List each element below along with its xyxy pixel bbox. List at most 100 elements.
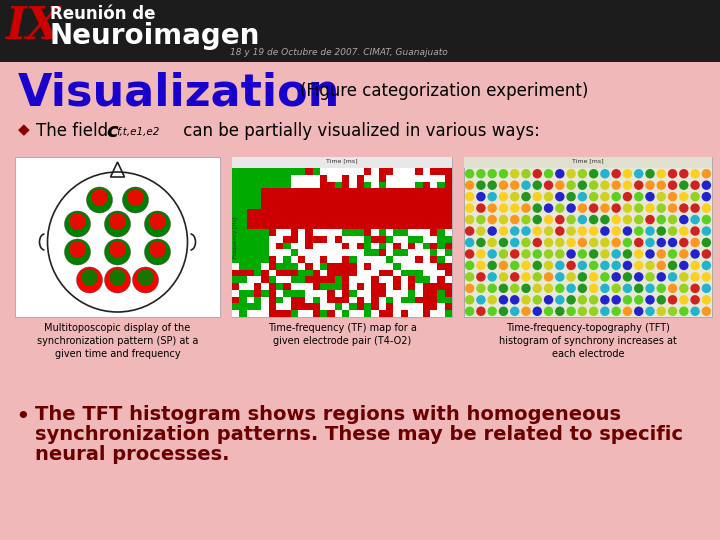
Bar xyxy=(284,168,291,175)
Bar xyxy=(379,296,386,303)
Circle shape xyxy=(668,307,678,316)
Bar xyxy=(247,310,254,317)
Bar xyxy=(269,222,276,229)
Bar xyxy=(356,269,364,276)
Bar xyxy=(408,256,415,263)
Bar xyxy=(247,222,254,229)
Bar xyxy=(247,188,254,195)
Circle shape xyxy=(487,272,497,282)
Circle shape xyxy=(600,192,610,201)
Bar xyxy=(254,283,261,290)
Bar xyxy=(415,263,423,269)
Circle shape xyxy=(476,249,486,259)
Bar xyxy=(305,229,312,236)
Bar xyxy=(342,296,349,303)
Circle shape xyxy=(611,180,621,190)
Bar xyxy=(298,276,305,283)
Bar xyxy=(335,310,342,317)
Circle shape xyxy=(544,284,553,293)
Bar xyxy=(393,215,400,222)
Bar xyxy=(284,175,291,181)
Circle shape xyxy=(577,238,587,247)
Circle shape xyxy=(132,267,158,293)
Circle shape xyxy=(521,169,531,178)
Circle shape xyxy=(668,215,678,224)
Bar xyxy=(379,229,386,236)
Bar xyxy=(254,249,261,256)
Circle shape xyxy=(476,295,486,305)
Bar xyxy=(356,222,364,229)
Bar xyxy=(423,269,430,276)
Bar xyxy=(269,195,276,202)
Bar xyxy=(349,208,356,215)
Circle shape xyxy=(127,189,144,206)
Bar xyxy=(408,276,415,283)
Bar xyxy=(305,181,312,188)
Bar xyxy=(415,229,423,236)
Circle shape xyxy=(149,213,166,230)
Bar xyxy=(408,303,415,310)
Bar xyxy=(415,303,423,310)
Circle shape xyxy=(555,249,564,259)
Bar xyxy=(393,175,400,181)
Bar xyxy=(356,208,364,215)
Bar xyxy=(232,215,239,222)
Circle shape xyxy=(690,169,700,178)
Bar xyxy=(423,249,430,256)
Bar xyxy=(291,175,298,181)
Circle shape xyxy=(510,307,519,316)
Text: c: c xyxy=(106,122,117,141)
Bar xyxy=(232,256,239,263)
Bar xyxy=(284,215,291,222)
Bar xyxy=(247,215,254,222)
Circle shape xyxy=(623,284,632,293)
Bar xyxy=(415,290,423,296)
Circle shape xyxy=(679,180,688,190)
Bar xyxy=(408,188,415,195)
Bar xyxy=(408,175,415,181)
Bar xyxy=(291,263,298,269)
Circle shape xyxy=(577,180,587,190)
Circle shape xyxy=(701,192,711,201)
Bar xyxy=(320,310,328,317)
Circle shape xyxy=(645,249,654,259)
Bar xyxy=(312,195,320,202)
Circle shape xyxy=(499,180,508,190)
Circle shape xyxy=(521,272,531,282)
Bar xyxy=(298,242,305,249)
Bar xyxy=(305,249,312,256)
Bar xyxy=(372,303,379,310)
Bar xyxy=(372,290,379,296)
Circle shape xyxy=(623,169,632,178)
Circle shape xyxy=(567,307,576,316)
Bar xyxy=(437,242,445,249)
Bar xyxy=(408,249,415,256)
Bar xyxy=(386,168,393,175)
Circle shape xyxy=(657,226,666,236)
Circle shape xyxy=(701,295,711,305)
Bar xyxy=(298,283,305,290)
Bar xyxy=(372,202,379,208)
Bar xyxy=(364,168,372,175)
Bar xyxy=(269,175,276,181)
Bar xyxy=(291,256,298,263)
Bar xyxy=(312,263,320,269)
Bar xyxy=(437,175,445,181)
Bar xyxy=(328,283,335,290)
Bar xyxy=(269,276,276,283)
Bar xyxy=(239,242,247,249)
Bar xyxy=(254,181,261,188)
Bar xyxy=(232,157,452,317)
Bar xyxy=(464,157,712,317)
Bar xyxy=(445,229,452,236)
Circle shape xyxy=(701,169,711,178)
Bar xyxy=(312,296,320,303)
Circle shape xyxy=(623,180,632,190)
Bar xyxy=(393,269,400,276)
Bar xyxy=(445,188,452,195)
Bar xyxy=(445,269,452,276)
Bar xyxy=(386,256,393,263)
Circle shape xyxy=(76,267,102,293)
Bar xyxy=(356,310,364,317)
Circle shape xyxy=(589,238,598,247)
